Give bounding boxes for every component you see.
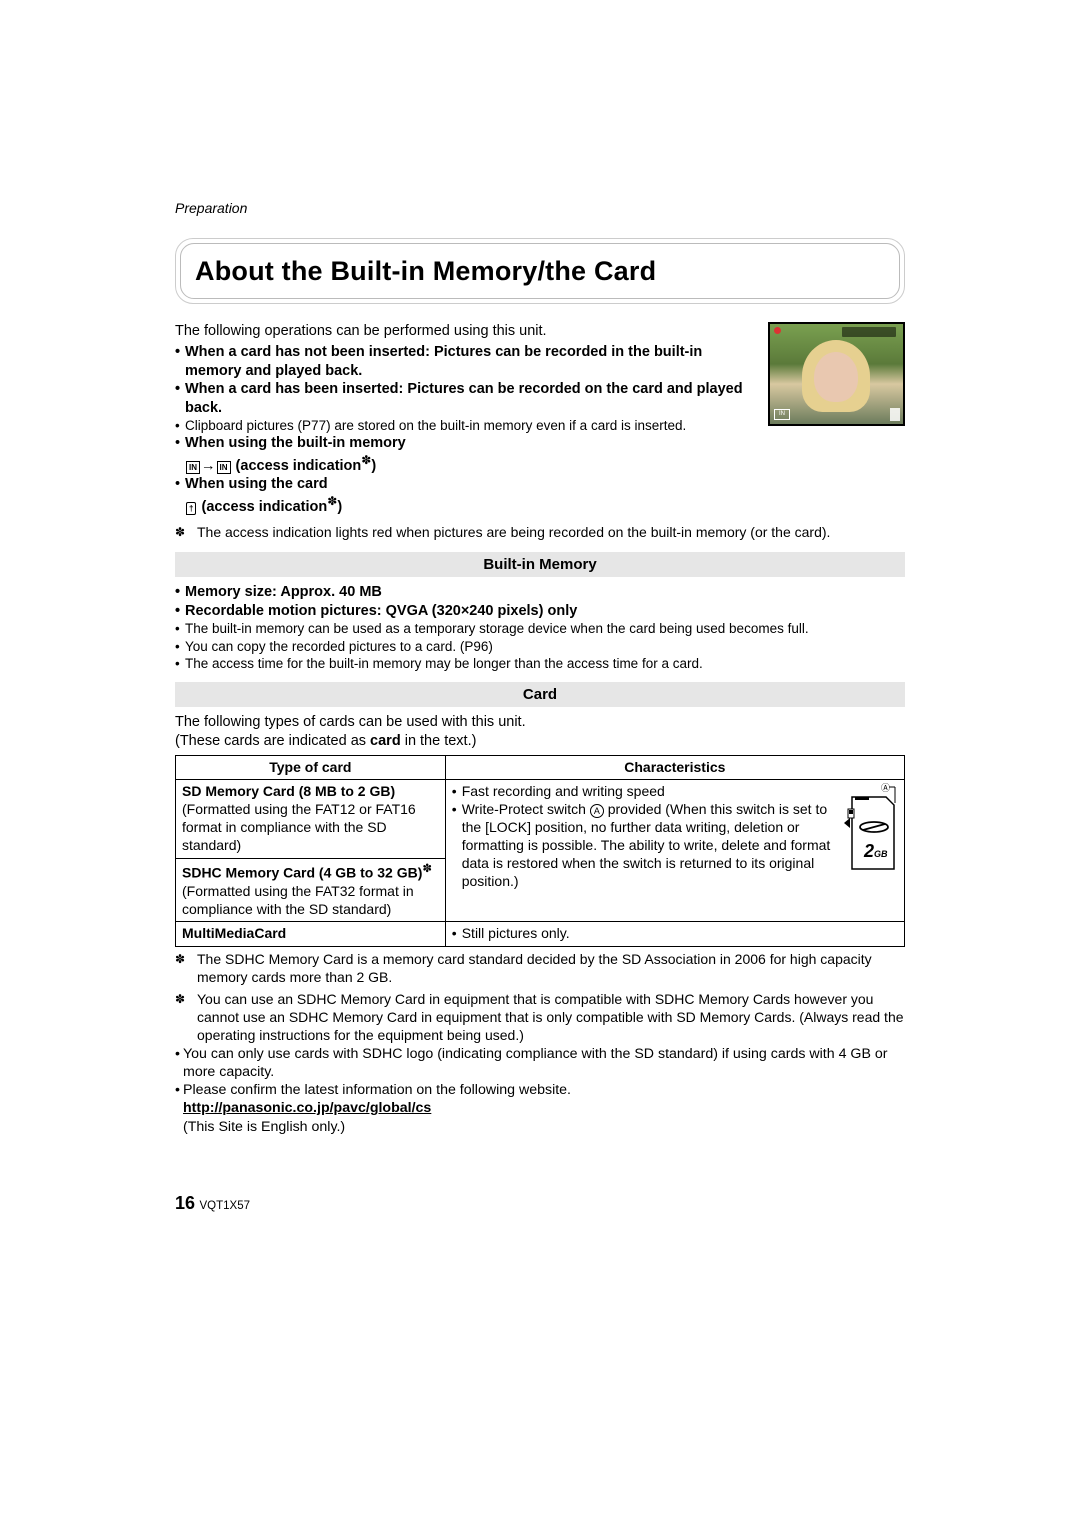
title-inner: About the Built-in Memory/the Card [180, 243, 900, 300]
ci2a: (These cards are indicated as [175, 733, 370, 749]
page-number: 16 [175, 1193, 195, 1213]
ci2b: card [370, 733, 401, 749]
circle-a-inline: A [590, 804, 604, 818]
intro-pt5: When using the card † (access indication… [175, 475, 756, 516]
page-title: About the Built-in Memory/the Card [195, 256, 656, 286]
section-label: Preparation [175, 200, 905, 218]
card-heading: Card [175, 682, 905, 707]
char-p2: Write-Protect switch A provided (When th… [452, 801, 836, 891]
builtin-l4: You can copy the recorded pictures to a … [175, 638, 905, 655]
intro-pt1: When a card has not been inserted: Pictu… [175, 343, 756, 380]
note-s2: You can use an SDHC Memory Card in equip… [175, 991, 905, 1045]
intro-pt5a: When using the card [185, 476, 328, 492]
card-table: Type of card Characteristics SD Memory C… [175, 755, 905, 948]
cell-characteristics: Fast recording and writing speed Write-P… [445, 780, 904, 922]
svg-text:GB: GB [874, 849, 888, 859]
doc-code: VQT1X57 [199, 1200, 250, 1212]
intro-pt4: When using the built-in memory IN→IN (ac… [175, 434, 756, 475]
intro-pt2: When a card has been inserted: Pictures … [175, 380, 756, 417]
char-p1: Fast recording and writing speed [452, 783, 836, 801]
svg-text:Ⓐ: Ⓐ [881, 783, 890, 793]
intro-lead: The following operations can be performe… [175, 322, 756, 341]
r2a: SDHC Memory Card (4 GB to 32 GB) [182, 865, 422, 881]
ci2c: in the text.) [401, 733, 477, 749]
intro-pt3: Clipboard pictures (P77) are stored on t… [175, 417, 756, 434]
note-url[interactable]: http://panasonic.co.jp/pavc/global/cs [183, 1100, 431, 1116]
title-frame: About the Built-in Memory/the Card [175, 238, 905, 305]
camera-preview-thumb: IN [768, 322, 905, 426]
th-char: Characteristics [445, 755, 904, 780]
note-b2: Please confirm the latest information on… [175, 1081, 905, 1136]
r1b: (Formatted using the FAT12 or FAT16 form… [182, 801, 416, 853]
cell-mmc-char: Still pictures only. [445, 922, 904, 947]
sd-card-diagram: Ⓐ 2 GB [842, 783, 898, 880]
cell-sd: SD Memory Card (8 MB to 2 GB) (Formatted… [176, 780, 446, 859]
pt5b-label: access indication [206, 499, 327, 515]
r3a: MultiMediaCard [182, 925, 286, 941]
in-access-icon: IN [217, 461, 231, 474]
page-footer: 16 VQT1X57 [175, 1192, 905, 1215]
builtin-l3: The built-in memory can be used as a tem… [175, 620, 905, 637]
intro-pt5b-close: ) [337, 499, 342, 515]
nb3: (This Site is English only.) [183, 1119, 345, 1135]
r2b: (Formatted using the FAT32 format in com… [182, 883, 414, 917]
note-s1: The SDHC Memory Card is a memory card st… [175, 951, 905, 987]
cell-mmc: MultiMediaCard [176, 922, 446, 947]
pt4b-label2: access indication [240, 458, 361, 474]
cell-sdhc: SDHC Memory Card (4 GB to 32 GB)✽ (Forma… [176, 859, 446, 922]
nb2: Please confirm the latest information on… [183, 1082, 571, 1098]
r1a: SD Memory Card (8 MB to 2 GB) [182, 783, 395, 799]
svg-text:2: 2 [863, 841, 874, 861]
card-icon: † [186, 502, 196, 515]
intro-pt4a: When using the built-in memory [185, 435, 406, 451]
in-icon: IN [186, 461, 200, 474]
card-intro2: (These cards are indicated as card in th… [175, 732, 905, 751]
builtin-l1: Memory size: Approx. 40 MB [175, 583, 905, 602]
th-type: Type of card [176, 755, 446, 780]
cp2a: Write-Protect switch [462, 801, 590, 817]
r3b: Still pictures only. [452, 925, 898, 943]
builtin-l5: The access time for the built-in memory … [175, 655, 905, 672]
note-b1: You can only use cards with SDHC logo (i… [175, 1045, 905, 1081]
intro-pt4b-close: ) [371, 458, 376, 474]
builtin-heading: Built-in Memory [175, 552, 905, 577]
card-intro1: The following types of cards can be used… [175, 713, 905, 732]
intro-starnote: The access indication lights red when pi… [175, 524, 905, 542]
builtin-l2: Recordable motion pictures: QVGA (320×24… [175, 602, 905, 621]
